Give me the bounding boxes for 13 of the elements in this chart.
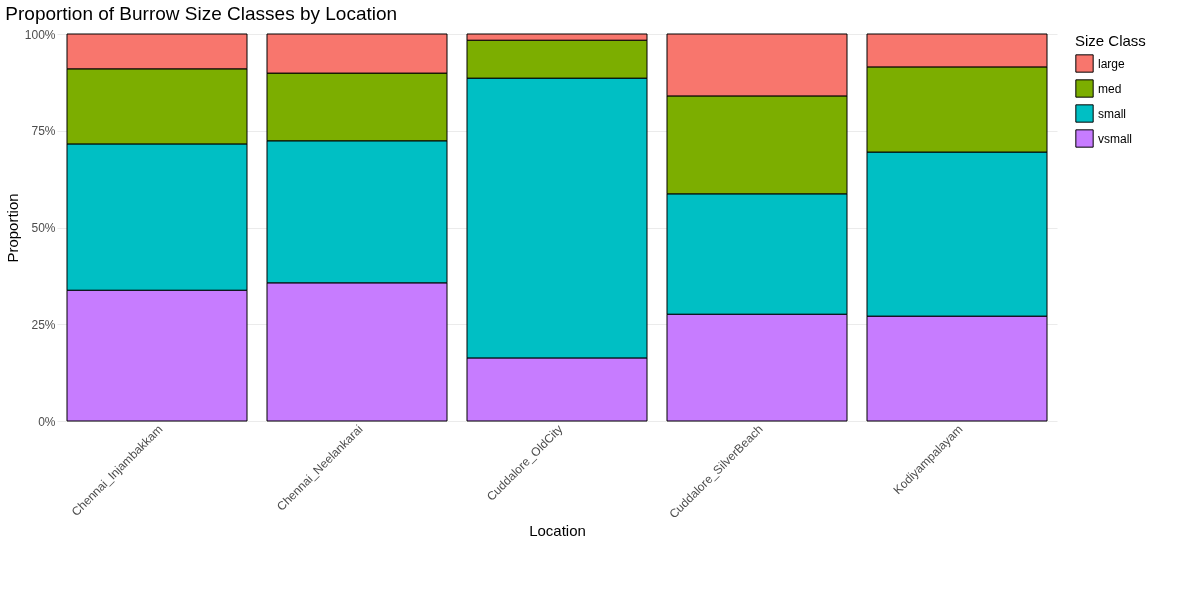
legend-label: large: [1098, 56, 1126, 71]
y-tick-label: 50%: [31, 221, 56, 235]
chart-title: Proportion of Burrow Size Classes by Location: [5, 3, 398, 24]
y-tick-label: 100%: [24, 27, 56, 42]
y-tick-label: 25%: [31, 317, 56, 332]
y-axis-title: Proportion: [3, 193, 21, 263]
x-axis-title: Location: [529, 522, 586, 540]
y-tick-label: 75%: [31, 124, 56, 139]
legend-label: small: [1098, 106, 1127, 121]
legend-label: vsmall: [1098, 131, 1133, 146]
y-tick-label: 0%: [38, 414, 56, 429]
legend-label: med: [1098, 81, 1122, 96]
legend-title: Size Class: [1075, 32, 1146, 49]
